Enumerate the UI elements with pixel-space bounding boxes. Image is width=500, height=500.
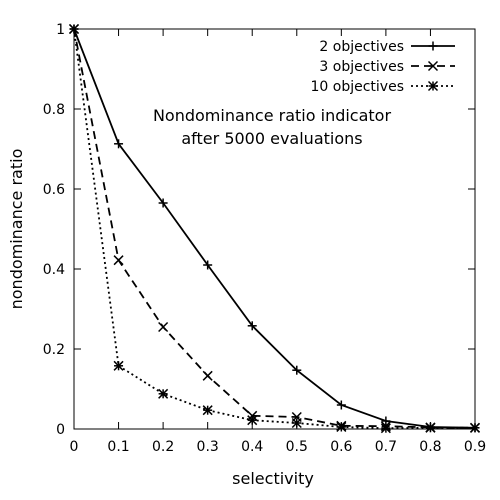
y-tick-label: 1 xyxy=(56,22,65,38)
legend-marker xyxy=(427,60,439,72)
series-3 xyxy=(68,23,481,434)
legend: 2 objectives 3 objectives 10 objectives xyxy=(311,39,455,95)
data-point xyxy=(469,422,481,433)
y-tick-label: 0.4 xyxy=(43,262,65,278)
x-tick-label: 0.1 xyxy=(107,439,129,455)
data-point xyxy=(336,421,347,433)
series-line xyxy=(73,28,476,429)
data-point xyxy=(113,360,124,371)
data-point xyxy=(114,139,124,149)
legend-marker xyxy=(428,41,438,51)
series-line xyxy=(73,28,475,430)
y-tick-label: 0.2 xyxy=(43,342,65,358)
annotation-line-1: Nondominance ratio indicator xyxy=(153,106,392,125)
x-tick-label: 0.4 xyxy=(241,439,263,455)
legend-marker xyxy=(427,80,439,92)
data-point xyxy=(202,370,213,381)
data-point xyxy=(158,321,169,333)
x-tick-label: 0.3 xyxy=(197,439,219,455)
data-point xyxy=(336,400,346,410)
annotation-line-2: after 5000 evaluations xyxy=(181,129,362,148)
legend-label: 10 objectives xyxy=(311,79,405,95)
series-group xyxy=(68,23,481,434)
x-tick-label: 0.8 xyxy=(419,439,441,455)
x-tick-label: 0.9 xyxy=(464,439,486,455)
y-tick-label: 0.6 xyxy=(43,182,65,198)
x-tick-label: 0.2 xyxy=(152,439,174,455)
data-point xyxy=(380,423,391,434)
legend-entry: 10 objectives xyxy=(311,79,455,95)
data-point xyxy=(247,415,258,426)
axis-ticks: 0 0.1 0.2 0.3 0.4 0.5 0.6 0.7 0.8 0.9 0 0.2 0.4 0.6 0.… xyxy=(43,22,486,455)
data-point xyxy=(292,365,302,375)
data-point xyxy=(203,260,213,270)
legend-entry: 2 objectives xyxy=(319,39,455,55)
x-tick-label: 0 xyxy=(70,439,79,455)
y-tick-label: 0 xyxy=(56,422,65,438)
data-point xyxy=(247,321,257,331)
data-point xyxy=(202,405,213,416)
series-line xyxy=(73,28,476,429)
plot-frame xyxy=(73,28,476,430)
data-point xyxy=(158,198,168,208)
data-point xyxy=(291,417,302,429)
y-tick-label: 0.8 xyxy=(43,102,65,118)
x-tick-label: 0.5 xyxy=(286,439,308,455)
y-axis-label: nondominance ratio xyxy=(7,149,26,310)
x-tick-label: 0.6 xyxy=(330,439,352,455)
x-axis-label: selectivity xyxy=(232,469,314,488)
data-point xyxy=(158,388,169,399)
legend-entry: 3 objectives xyxy=(319,59,455,75)
data-point xyxy=(113,255,124,266)
legend-label: 3 objectives xyxy=(319,59,404,75)
data-point xyxy=(425,422,436,433)
legend-label: 2 objectives xyxy=(319,39,404,55)
x-tick-label: 0.7 xyxy=(375,439,397,455)
data-point xyxy=(68,23,80,35)
